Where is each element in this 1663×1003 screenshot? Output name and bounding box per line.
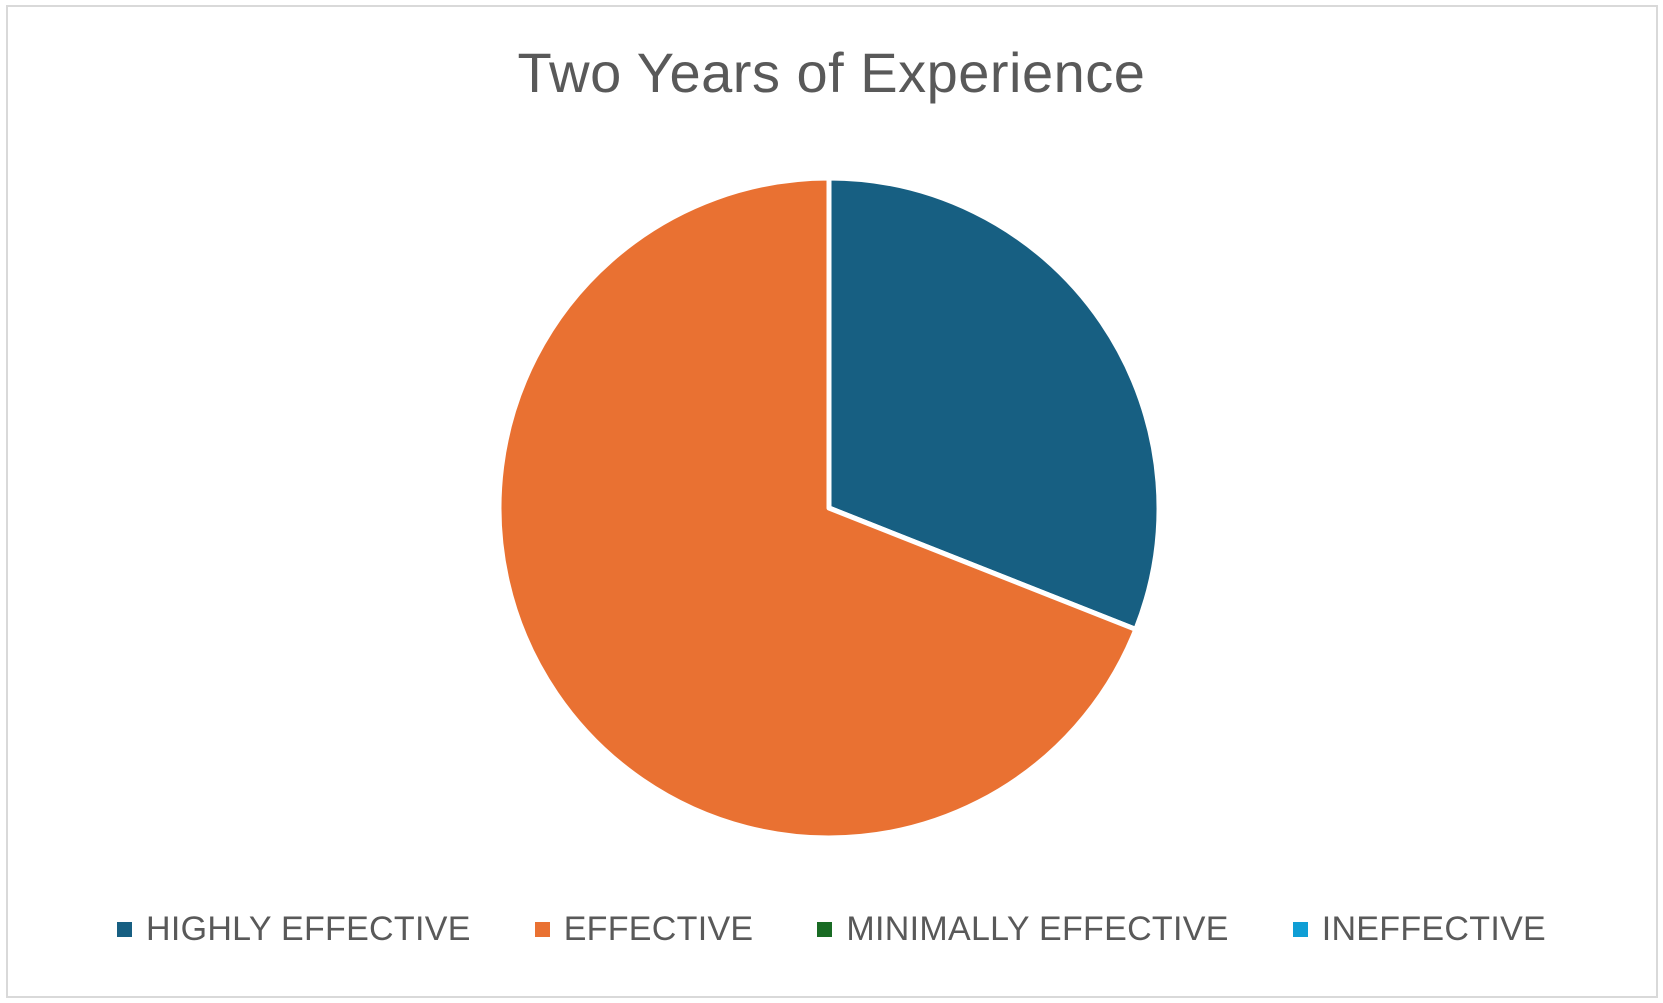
legend-item-effective: EFFECTIVE	[534, 910, 754, 949]
legend-label: INEFFECTIVE	[1321, 910, 1547, 948]
pie-slice-highly-effective	[826, 175, 1162, 632]
legend-label: HIGHLY EFFECTIVE	[145, 910, 471, 948]
pie-slice-effective	[496, 175, 1139, 841]
legend-item-ineffective: INEFFECTIVE	[1292, 910, 1547, 949]
legend-item-minimally-effective: MINIMALLY EFFECTIVE	[817, 910, 1228, 949]
chart-title: Two Years of Experience	[517, 41, 1146, 104]
legend-label: MINIMALLY EFFECTIVE	[846, 910, 1229, 948]
legend-swatch	[817, 922, 833, 937]
legend-swatch	[116, 922, 132, 937]
legend-item-highly-effective: HIGHLY EFFECTIVE	[116, 910, 471, 949]
legend-label: EFFECTIVE	[563, 910, 754, 948]
legend-swatch	[534, 922, 550, 937]
legend: HIGHLY EFFECTIVE EFFECTIVE MINIMALLY EFFEC…	[0, 910, 1663, 949]
legend-swatch	[1292, 922, 1308, 937]
